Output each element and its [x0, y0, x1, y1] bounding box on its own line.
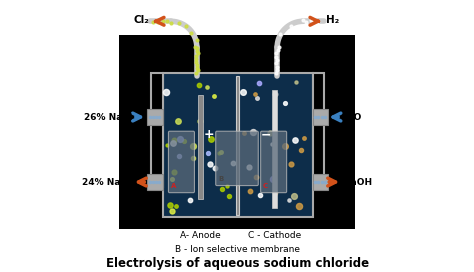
Bar [147, 174, 163, 190]
Text: B - Ion selective membrane: B - Ion selective membrane [175, 245, 300, 254]
Bar [198, 95, 203, 199]
Bar [147, 109, 163, 125]
Text: C: C [263, 183, 268, 189]
Bar [313, 109, 328, 125]
Text: A- Anode: A- Anode [180, 231, 221, 240]
Text: +: + [203, 128, 214, 141]
Text: H₂O: H₂O [342, 113, 362, 122]
Text: −: − [261, 128, 271, 141]
Text: H₂: H₂ [326, 15, 339, 25]
Bar [313, 73, 324, 187]
Text: Cl₂: Cl₂ [133, 15, 149, 25]
Text: 24% NaCl: 24% NaCl [82, 178, 131, 187]
Bar [119, 35, 355, 229]
Text: NaOH: NaOH [343, 178, 372, 187]
Bar [151, 73, 163, 187]
Bar [236, 76, 239, 215]
Text: C - Cathode: C - Cathode [248, 231, 301, 240]
Text: B: B [218, 176, 223, 182]
FancyBboxPatch shape [216, 131, 258, 186]
Text: Electrolysis of aqueous sodium chloride: Electrolysis of aqueous sodium chloride [106, 257, 369, 270]
Bar [272, 90, 277, 208]
FancyBboxPatch shape [168, 131, 194, 193]
Bar [313, 174, 328, 190]
Bar [163, 73, 313, 218]
Text: 26% NaCl: 26% NaCl [84, 113, 132, 122]
Bar [119, 35, 355, 272]
FancyBboxPatch shape [261, 131, 287, 193]
Text: A: A [171, 183, 176, 189]
